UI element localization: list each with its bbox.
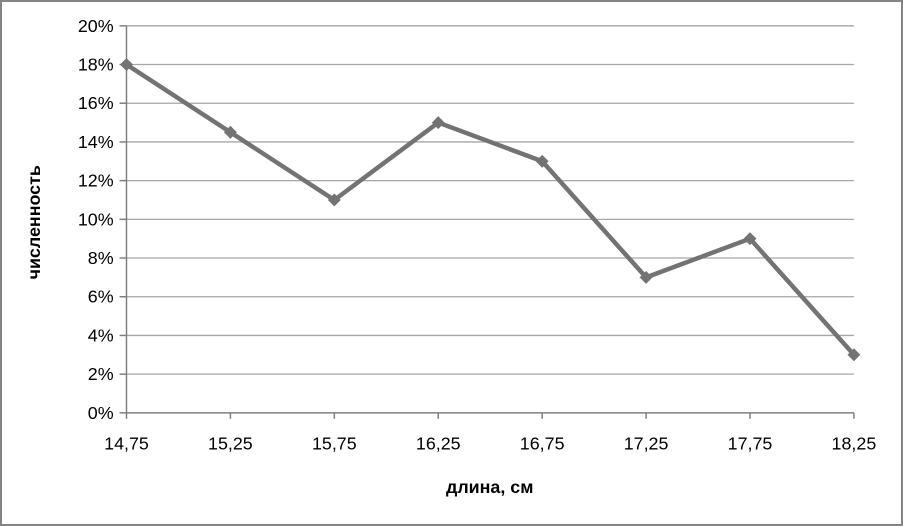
x-tick-label: 16,25 [416,434,461,454]
y-tick-label: 4% [88,325,114,345]
y-tick-label: 16% [78,93,114,113]
data-point-marker [120,58,133,71]
y-tick-label: 12% [78,171,114,191]
x-axis-tick-labels: 14,75 15,25 15,75 16,25 16,75 17,25 17,75 18,25 [104,434,876,454]
axes [119,25,855,419]
x-tick-label: 17,25 [624,434,669,454]
data-point-marker [639,270,653,284]
y-axis-title: численность [24,165,44,279]
y-tick-label: 0% [88,403,114,423]
y-tick-label: 18% [78,54,114,74]
gridlines [126,25,854,375]
data-series [120,58,861,362]
y-tick-label: 6% [88,287,114,307]
y-axis-tick-labels: 0% 2% 4% 6% 8% 10% 12% 14% 16% 18% 20% [78,16,114,423]
x-tick-label: 15,75 [312,434,357,454]
y-tick-label: 2% [88,364,114,384]
x-tick-label: 15,25 [208,434,253,454]
y-tick-label: 20% [78,16,114,36]
y-tick-label: 14% [78,132,114,152]
x-tick-label: 14,75 [104,434,149,454]
y-tick-label: 10% [78,209,114,229]
x-axis-title: длина, см [446,477,533,497]
x-tick-label: 16,75 [520,434,565,454]
series-line [124,62,857,358]
x-tick-label: 17,75 [728,434,773,454]
y-tick-label: 8% [88,248,114,268]
x-tick-label: 18,25 [832,434,877,454]
